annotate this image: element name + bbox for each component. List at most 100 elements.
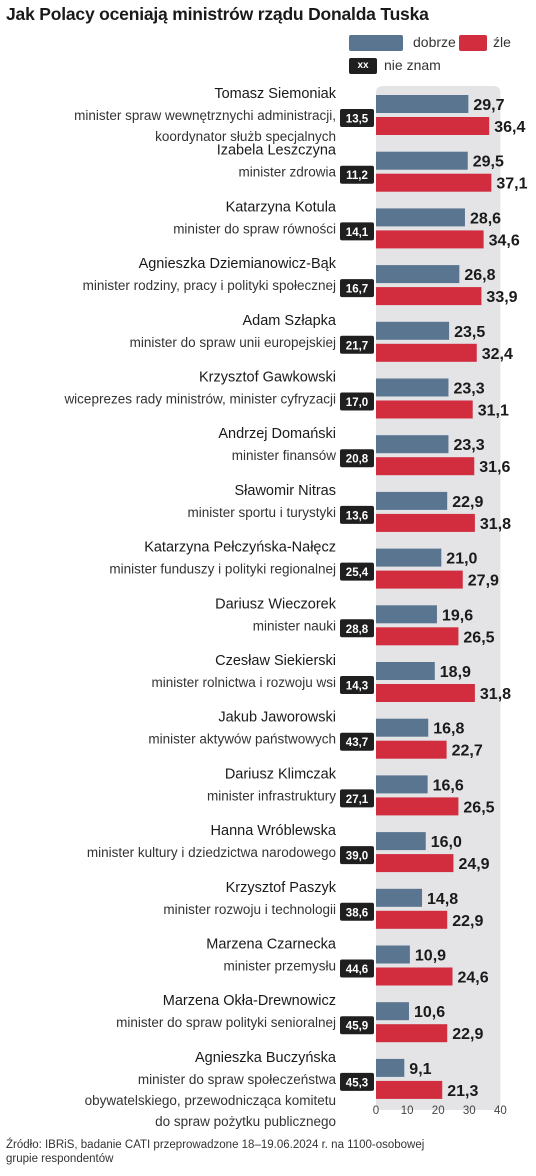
bar-bad: [376, 910, 448, 929]
bar-good: [376, 945, 410, 964]
unknown-box: [340, 562, 374, 581]
bar-bad: [376, 173, 492, 192]
legend-swatch-good: [349, 35, 403, 51]
unknown-box: [340, 505, 374, 524]
minister-name: Marzena Czarnecka: [206, 937, 337, 953]
unknown-box: [340, 222, 374, 241]
minister-name: Izabela Leszczyna: [217, 143, 337, 159]
bar-bad: [376, 457, 475, 476]
bar-good: [376, 378, 449, 397]
unknown-box: [340, 676, 374, 694]
unknown-box: [340, 619, 374, 638]
bad-value-label: 31,6: [479, 459, 510, 476]
unknown-box: [340, 789, 374, 808]
source-note: Źródło: IBRiS, badanie CATI przeprowadzo…: [6, 1139, 425, 1165]
good-value-label: 10,9: [415, 948, 446, 965]
minister-role: minister spraw wewnętrznychi administrac…: [74, 108, 336, 123]
good-value-label: 21,0: [446, 551, 477, 568]
unknown-value-label: 39,0: [346, 851, 368, 863]
unknown-value-label: 27,1: [346, 794, 369, 806]
minister-name: Katarzyna Pełczyńska-Nałęcz: [144, 540, 336, 556]
good-value-label: 14,8: [427, 891, 458, 908]
unknown-value-label: 21,7: [346, 340, 368, 352]
minister-role: minister rolnictwa i rozwoju wsi: [151, 675, 336, 690]
bar-good: [376, 775, 428, 794]
bad-value-label: 24,6: [458, 970, 489, 987]
unknown-box: [340, 732, 374, 751]
minister-role: minister infrastruktury: [207, 788, 336, 803]
x-tick-label: 30: [463, 1105, 476, 1117]
bar-good: [376, 208, 465, 227]
unknown-value-label: 14,3: [346, 681, 368, 693]
minister-role: minister do spraw unii europejskiej: [130, 335, 336, 350]
bar-good: [376, 321, 450, 340]
minister-name: Tomasz Siemoniak: [214, 86, 336, 102]
unknown-box: [340, 165, 374, 184]
bar-bad: [376, 287, 482, 306]
chart-title: Jak Polacy oceniają ministrów rządu Dona…: [6, 4, 429, 24]
unknown-box: [340, 959, 374, 978]
minister-name: Agnieszka Buczyńska: [195, 1050, 337, 1066]
unknown-value-label: 20,8: [346, 454, 369, 466]
legend-label-unknown: nie znam: [384, 57, 441, 73]
bar-bad: [376, 967, 453, 986]
good-value-label: 19,6: [442, 607, 473, 624]
minister-role: minister kultury i dziedzictwa narodoweg…: [87, 845, 336, 860]
unknown-value-label: 13,6: [346, 510, 368, 522]
unknown-value-label: 13,5: [346, 114, 369, 126]
bar-good: [376, 1058, 405, 1077]
unknown-box: [340, 1072, 374, 1091]
unknown-box: [340, 109, 374, 127]
legend-label-bad: źle: [493, 34, 511, 50]
minister-role: wiceprezes rady ministrów, minister cyfr…: [63, 392, 336, 407]
minister-role: minister zdrowia: [238, 165, 336, 180]
bar-good: [376, 548, 442, 567]
unknown-box: [340, 392, 374, 411]
good-value-label: 26,8: [464, 267, 495, 284]
minister-role: minister do spraw równości: [173, 221, 336, 236]
unknown-value-label: 43,7: [346, 737, 368, 749]
minister-role: minister aktywów państwowych: [148, 732, 336, 747]
bar-bad: [376, 740, 447, 759]
unknown-value-label: 11,2: [346, 170, 368, 182]
unknown-box: [340, 846, 374, 865]
minister-name: Agnieszka Dziemianowicz-Bąk: [139, 256, 337, 272]
minister-role: koordynator służb specjalnych: [155, 129, 336, 144]
bad-value-label: 31,8: [480, 686, 511, 703]
minister-role: minister rozwoju i technologii: [163, 902, 336, 917]
bar-bad: [376, 1080, 443, 1099]
bar-bad: [376, 854, 454, 873]
minister-name: Sławomir Nitras: [234, 483, 336, 499]
unknown-value-label: 25,4: [346, 567, 369, 579]
bar-good: [376, 605, 437, 624]
minister-role: minister przemysłu: [223, 959, 336, 974]
good-value-label: 23,5: [454, 324, 485, 341]
unknown-box: [340, 449, 374, 468]
good-value-label: 23,3: [453, 381, 484, 398]
minister-role: minister sportu i turystyki: [187, 505, 336, 520]
unknown-box: [340, 902, 374, 921]
unknown-value-label: 38,6: [346, 907, 368, 919]
bad-value-label: 33,9: [486, 289, 517, 306]
bar-good: [376, 435, 449, 454]
x-tick-label: 0: [373, 1105, 379, 1117]
bad-value-label: 22,9: [452, 913, 483, 930]
bar-good: [376, 718, 429, 737]
bar-bad: [376, 513, 475, 532]
bar-bad: [376, 400, 473, 419]
minister-name: Katarzyna Kotula: [226, 199, 337, 215]
good-value-label: 29,5: [473, 154, 504, 171]
unknown-value-label: 44,6: [346, 964, 368, 976]
bar-bad: [376, 1024, 448, 1043]
unknown-box: [340, 1016, 374, 1035]
bar-bad: [376, 570, 463, 589]
bad-value-label: 37,1: [496, 176, 527, 193]
minister-name: Hanna Wróblewska: [211, 823, 337, 839]
minister-name: Adam Szłapka: [243, 313, 337, 329]
minister-name: Marzena Okła-Drewnowicz: [163, 993, 336, 1009]
bad-value-label: 22,7: [452, 743, 483, 760]
bar-good: [376, 151, 468, 170]
good-value-label: 28,6: [470, 210, 501, 227]
bad-value-label: 31,8: [480, 516, 511, 533]
minister-name: Krzysztof Gawkowski: [199, 370, 336, 386]
